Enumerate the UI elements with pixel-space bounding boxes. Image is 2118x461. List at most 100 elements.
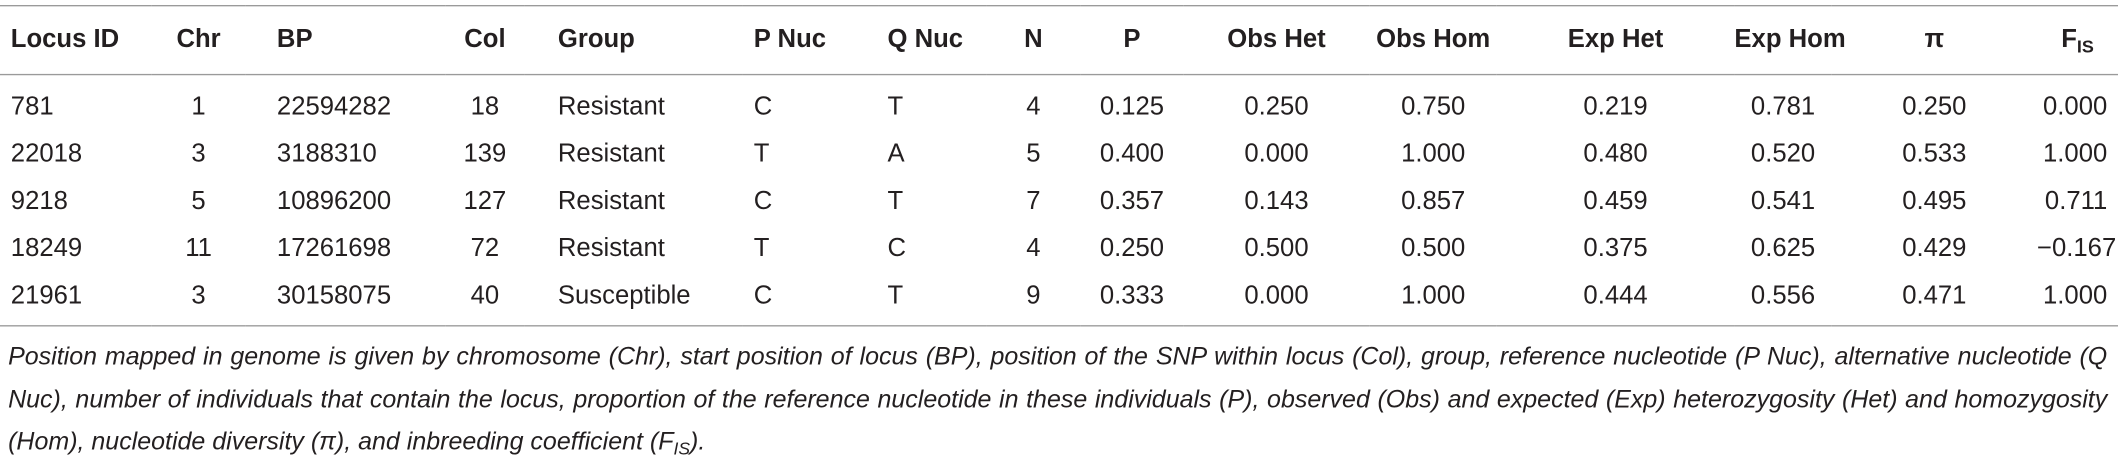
column-header: Col bbox=[445, 4, 525, 76]
column-header: BP bbox=[245, 4, 446, 76]
caption-subscript: IS bbox=[673, 438, 691, 459]
table-cell: Resistant bbox=[557, 233, 665, 263]
table-cell: Susceptible bbox=[524, 272, 743, 327]
column-header: Obs Hom bbox=[1369, 4, 1497, 76]
table-cell: 0.533 bbox=[1902, 139, 1967, 168]
table-cell: 1.000 bbox=[2037, 272, 2118, 327]
table-cell: 3 bbox=[191, 139, 206, 168]
table-cell: 1.000 bbox=[1401, 139, 1466, 168]
table-cell: T bbox=[878, 272, 987, 327]
table-cell: T bbox=[887, 92, 904, 121]
column-header: N bbox=[986, 4, 1081, 76]
table-cell: 0.000 bbox=[1244, 139, 1309, 168]
column-header: Chr bbox=[151, 4, 246, 76]
table-cell: 30158075 bbox=[245, 272, 446, 327]
table-cell: 0.250 bbox=[1099, 233, 1165, 263]
caption: Position mapped in genome is given by ch… bbox=[8, 335, 2107, 461]
table-cell: T bbox=[753, 139, 770, 168]
table-cell: 72 bbox=[470, 233, 500, 263]
table-cell: 0.781 bbox=[1750, 92, 1816, 121]
column-header-subscript: IS bbox=[2076, 35, 2094, 56]
table-cell: 0.459 bbox=[1583, 186, 1648, 216]
table-cell: 0.625 bbox=[1750, 233, 1816, 263]
table-cell: 11 bbox=[185, 233, 212, 263]
table-cell: 0.250 bbox=[1902, 92, 1967, 121]
document: Locus ID Chr BP Col Group P Nuc Q Nuc N P Obs Het… bbox=[0, 4, 2118, 461]
column-header: P Nuc bbox=[742, 4, 879, 76]
table-cell: 18 bbox=[470, 92, 500, 121]
table-cell: A bbox=[887, 139, 905, 168]
table-cell: 0.750 bbox=[1401, 92, 1466, 121]
table-cell: 9 bbox=[986, 272, 1081, 327]
table-cell: T bbox=[887, 186, 904, 216]
table-row: 18249 11 17261698 72 Resistant T C 4 0.250 0.500 0… bbox=[0, 225, 2118, 272]
table-cell: C bbox=[753, 92, 773, 121]
table-cell: C bbox=[753, 186, 773, 216]
table-cell: 127 bbox=[463, 186, 507, 216]
table-cell: 1 bbox=[191, 92, 206, 121]
table-cell: 3188310 bbox=[276, 139, 377, 168]
table-cell: 0.471 bbox=[1831, 272, 2038, 327]
table-cell: 0.000 bbox=[1183, 272, 1370, 327]
table-cell: 0.520 bbox=[1750, 139, 1816, 168]
table-cell: Resistant bbox=[557, 139, 665, 168]
table-cell: 0.500 bbox=[1401, 233, 1466, 263]
table-cell: 0.219 bbox=[1583, 92, 1648, 121]
table-cell: 139 bbox=[463, 139, 507, 168]
table-cell: 0.480 bbox=[1583, 139, 1648, 168]
table-cell: 40 bbox=[445, 272, 525, 327]
table-cell: 0.375 bbox=[1583, 233, 1648, 263]
table-cell: 0.495 bbox=[1902, 186, 1967, 216]
table-cell: 0.250 bbox=[1244, 92, 1309, 121]
column-header-text: F bbox=[2061, 24, 2077, 53]
table-cell: 0.400 bbox=[1099, 139, 1165, 168]
table-cell: 4 bbox=[1026, 92, 1041, 121]
column-header: Locus ID bbox=[0, 4, 152, 76]
table-cell: 0.357 bbox=[1099, 186, 1165, 216]
table-cell: 0.500 bbox=[1244, 233, 1309, 263]
caption-end: ). bbox=[690, 426, 706, 455]
table-cell: 10896200 bbox=[276, 186, 392, 216]
table-body: 781 1 22594282 18 Resistant C T 4 0.125 0.250 0.75… bbox=[0, 75, 2118, 327]
table-cell: 0.000 bbox=[2043, 92, 2108, 121]
caption-text: Position mapped in genome is given by ch… bbox=[8, 341, 2108, 455]
table-cell: 0.143 bbox=[1244, 186, 1309, 216]
table-cell: 4 bbox=[1026, 233, 1041, 263]
header-row: Locus ID Chr BP Col Group P Nuc Q Nuc N P Obs Het… bbox=[0, 4, 2118, 76]
table-cell: 5 bbox=[1026, 139, 1041, 168]
table-row: 9218 5 10896200 127 Resistant C T 7 0.357 0.143 0.… bbox=[0, 178, 2118, 225]
table-cell: 781 bbox=[10, 92, 54, 121]
table-cell: 22594282 bbox=[276, 92, 392, 121]
table-cell: 9218 bbox=[10, 186, 68, 216]
table-cell: 1.000 bbox=[2043, 139, 2108, 168]
table-cell: 7 bbox=[1026, 186, 1041, 216]
table-cell: 21961 bbox=[0, 272, 152, 327]
table-cell: 0.541 bbox=[1750, 186, 1816, 216]
data-table: Locus ID Chr BP Col Group P Nuc Q Nuc N P Obs Het… bbox=[0, 4, 2118, 327]
table-cell: −0.167 bbox=[2037, 233, 2117, 263]
table-cell: C bbox=[887, 233, 907, 263]
table-cell: 3 bbox=[151, 272, 246, 327]
table-row: 781 1 22594282 18 Resistant C T 4 0.125 0.250 0.75… bbox=[0, 75, 2118, 131]
table-cell: 22018 bbox=[10, 139, 83, 168]
column-header: Exp Hom bbox=[1734, 4, 1846, 76]
table-cell: 0.333 bbox=[1080, 272, 1184, 327]
table-cell: Resistant bbox=[557, 92, 665, 121]
table-cell: 0.125 bbox=[1099, 92, 1165, 121]
column-header: P bbox=[1080, 4, 1184, 76]
table-cell: 0.857 bbox=[1401, 186, 1466, 216]
table-cell: 0.429 bbox=[1902, 233, 1967, 263]
table-cell: 0.711 bbox=[2044, 186, 2108, 216]
table-row: 21961 3 30158075 40 Susceptible C T 9 0.333 0.000… bbox=[0, 272, 2118, 327]
column-header: FIS bbox=[2037, 4, 2118, 76]
table-cell: T bbox=[753, 233, 770, 263]
table-row: 22018 3 3188310 139 Resistant T A 5 0.400 0.000 1.… bbox=[0, 131, 2118, 178]
table-cell: 17261698 bbox=[276, 233, 392, 263]
table-cell: 0.444 bbox=[1496, 272, 1735, 327]
table-cell: 5 bbox=[191, 186, 206, 216]
table-cell: C bbox=[742, 272, 879, 327]
column-header: Obs Het bbox=[1183, 4, 1370, 76]
table-cell: 18249 bbox=[10, 233, 83, 263]
column-header: Q Nuc bbox=[878, 4, 987, 76]
table-cell: Resistant bbox=[557, 186, 665, 216]
